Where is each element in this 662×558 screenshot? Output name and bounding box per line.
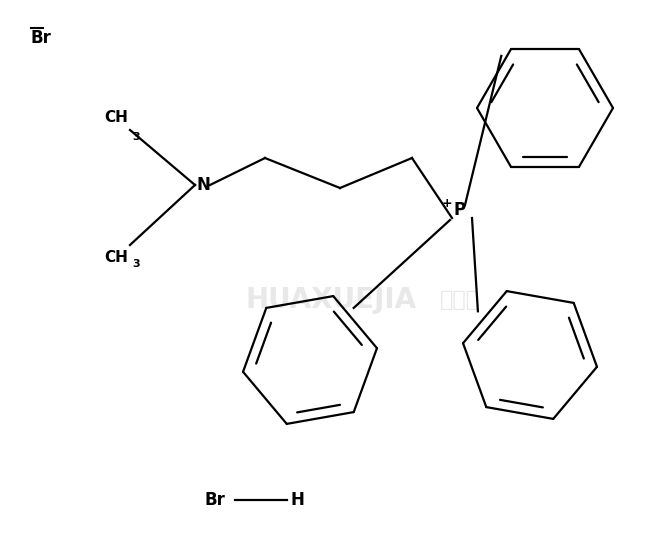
Text: 化学加: 化学加 [440,290,480,310]
Text: N: N [197,176,211,194]
Text: CH: CH [104,250,128,265]
Text: CH: CH [104,110,128,125]
Text: HUAXUEJIA: HUAXUEJIA [246,286,416,314]
Text: Br: Br [30,29,51,47]
Text: 3: 3 [132,259,140,269]
Text: Br: Br [205,491,226,509]
Text: 3: 3 [132,132,140,142]
Text: P: P [454,201,466,219]
Text: +: + [442,197,452,210]
Text: H: H [291,491,305,509]
